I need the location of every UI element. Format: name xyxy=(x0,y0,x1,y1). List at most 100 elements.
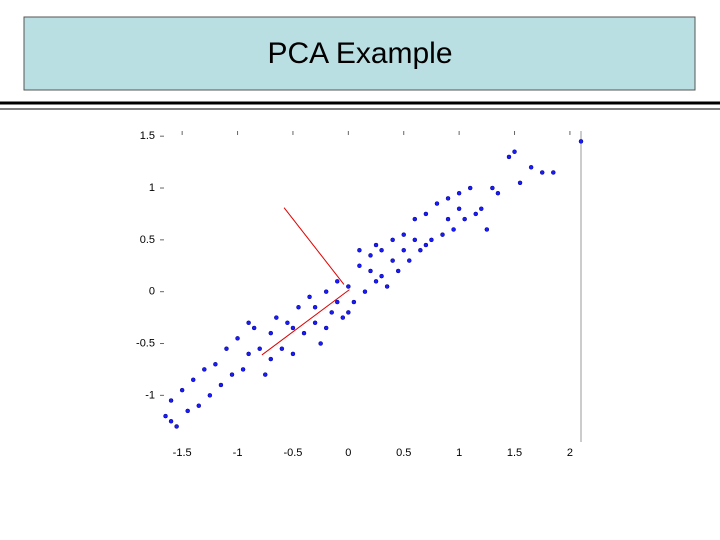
y-tick-label: 1.5 xyxy=(140,130,155,142)
point xyxy=(456,190,462,196)
point xyxy=(412,216,418,222)
y-tick-label: 0.5 xyxy=(140,234,155,246)
point xyxy=(451,227,456,232)
point xyxy=(174,424,179,429)
principal-axis xyxy=(283,207,345,285)
point xyxy=(490,185,495,191)
principal-axis xyxy=(261,289,350,356)
x-tick-label: 1 xyxy=(456,447,462,459)
point xyxy=(517,180,523,186)
point xyxy=(229,372,235,377)
point xyxy=(484,227,490,232)
point xyxy=(412,237,418,243)
point xyxy=(263,372,268,377)
point xyxy=(368,253,373,258)
point xyxy=(257,346,262,351)
x-tick-label: -1.5 xyxy=(173,447,192,459)
point xyxy=(307,294,312,300)
point xyxy=(323,325,329,331)
point xyxy=(312,320,318,326)
point xyxy=(301,330,307,336)
x-tick-label: 1.5 xyxy=(507,447,522,459)
point xyxy=(479,206,484,211)
point xyxy=(462,216,467,222)
point xyxy=(246,320,251,326)
point xyxy=(539,170,545,175)
point xyxy=(268,330,274,336)
point xyxy=(196,403,202,408)
point xyxy=(362,289,368,294)
point xyxy=(495,190,501,196)
point xyxy=(379,247,384,253)
point xyxy=(440,232,445,237)
point xyxy=(551,170,556,175)
x-tick-label: -1 xyxy=(233,447,243,459)
point xyxy=(357,263,362,269)
point xyxy=(401,232,406,237)
x-tick-label: 0.5 xyxy=(396,447,411,459)
y-tick-label: -1 xyxy=(145,389,155,401)
point xyxy=(395,268,401,274)
point xyxy=(418,247,423,253)
point xyxy=(346,284,351,289)
point xyxy=(351,299,357,305)
point xyxy=(578,139,584,144)
point xyxy=(224,346,229,351)
point xyxy=(318,341,323,346)
point xyxy=(456,206,462,211)
point xyxy=(323,289,329,294)
point xyxy=(213,362,218,367)
point xyxy=(168,419,174,424)
point xyxy=(373,279,379,284)
point xyxy=(407,258,412,263)
point xyxy=(445,216,451,222)
point xyxy=(357,247,362,253)
point xyxy=(390,237,395,243)
y-tick-label: 1 xyxy=(149,182,155,194)
y-tick-label: -0.5 xyxy=(136,337,155,349)
point xyxy=(163,413,168,419)
x-tick-label: 0 xyxy=(345,447,351,459)
point xyxy=(312,304,318,310)
point xyxy=(423,211,429,217)
point xyxy=(329,310,334,315)
point xyxy=(168,398,174,403)
point xyxy=(379,273,384,279)
point xyxy=(335,279,340,284)
point xyxy=(235,336,240,341)
point xyxy=(434,201,440,206)
point xyxy=(423,242,429,248)
point xyxy=(290,325,296,331)
point xyxy=(512,149,517,154)
x-tick-label: 2 xyxy=(567,447,573,459)
point xyxy=(506,154,512,160)
point xyxy=(185,408,190,414)
point xyxy=(384,284,390,289)
point xyxy=(251,325,257,331)
point xyxy=(218,382,224,388)
point xyxy=(368,268,373,274)
point xyxy=(445,196,451,201)
point xyxy=(401,247,406,253)
point xyxy=(340,315,346,320)
point xyxy=(202,367,207,372)
point xyxy=(279,346,285,351)
point xyxy=(373,242,379,248)
point xyxy=(473,211,478,217)
point xyxy=(274,315,279,320)
point xyxy=(207,393,213,398)
y-tick-label: 0 xyxy=(149,286,155,298)
point xyxy=(528,165,534,170)
point xyxy=(240,367,246,372)
point xyxy=(290,351,296,357)
point xyxy=(346,310,351,315)
title-box xyxy=(23,16,696,91)
x-tick-label: -0.5 xyxy=(283,447,302,459)
point xyxy=(429,237,434,243)
point xyxy=(467,185,473,191)
point xyxy=(296,304,301,310)
point xyxy=(246,351,251,357)
point xyxy=(268,356,274,362)
